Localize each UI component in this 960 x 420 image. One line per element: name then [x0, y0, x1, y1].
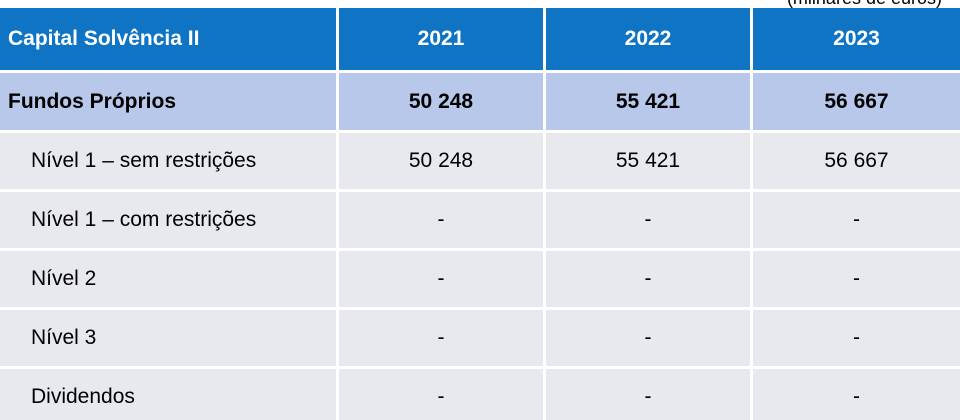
table-row: Nível 1 – com restrições - - -	[0, 192, 960, 251]
cell-value: 55 421	[546, 73, 753, 133]
cell-value: 50 248	[339, 73, 546, 133]
cell-value: -	[753, 369, 960, 420]
cell-value: -	[753, 192, 960, 251]
cell-value: -	[546, 369, 753, 420]
table-row: Nível 1 – sem restrições 50 248 55 421 5…	[0, 133, 960, 192]
header-year-2023: 2023	[753, 8, 960, 73]
cell-value: -	[339, 251, 546, 310]
cell-value: -	[339, 192, 546, 251]
cell-value: 56 667	[753, 73, 960, 133]
cell-value: 55 421	[546, 133, 753, 192]
cell-value: -	[546, 310, 753, 369]
header-year-2021: 2021	[339, 8, 546, 73]
row-label: Nível 3	[0, 310, 339, 369]
table-row: Dividendos - - -	[0, 369, 960, 420]
table-row: Nível 2 - - -	[0, 251, 960, 310]
cell-value: -	[753, 251, 960, 310]
table-header-row: Capital Solvência II 2021 2022 2023	[0, 8, 960, 73]
cell-value: 50 248	[339, 133, 546, 192]
header-label: Capital Solvência II	[0, 8, 339, 73]
cell-value: -	[546, 192, 753, 251]
header-year-2022: 2022	[546, 8, 753, 73]
row-label: Nível 2	[0, 251, 339, 310]
row-label: Nível 1 – com restrições	[0, 192, 339, 251]
row-label: Nível 1 – sem restrições	[0, 133, 339, 192]
cell-value: -	[339, 310, 546, 369]
row-label: Fundos Próprios	[0, 73, 339, 133]
cell-value: 56 667	[753, 133, 960, 192]
table-row: Nível 3 - - -	[0, 310, 960, 369]
units-note: (milhares de euros)	[787, 0, 942, 8]
row-label: Dividendos	[0, 369, 339, 420]
solvency-capital-table: Capital Solvência II 2021 2022 2023 Fund…	[0, 8, 960, 420]
cell-value: -	[546, 251, 753, 310]
table-row-fundos-proprios: Fundos Próprios 50 248 55 421 56 667	[0, 73, 960, 133]
cell-value: -	[753, 310, 960, 369]
cell-value: -	[339, 369, 546, 420]
